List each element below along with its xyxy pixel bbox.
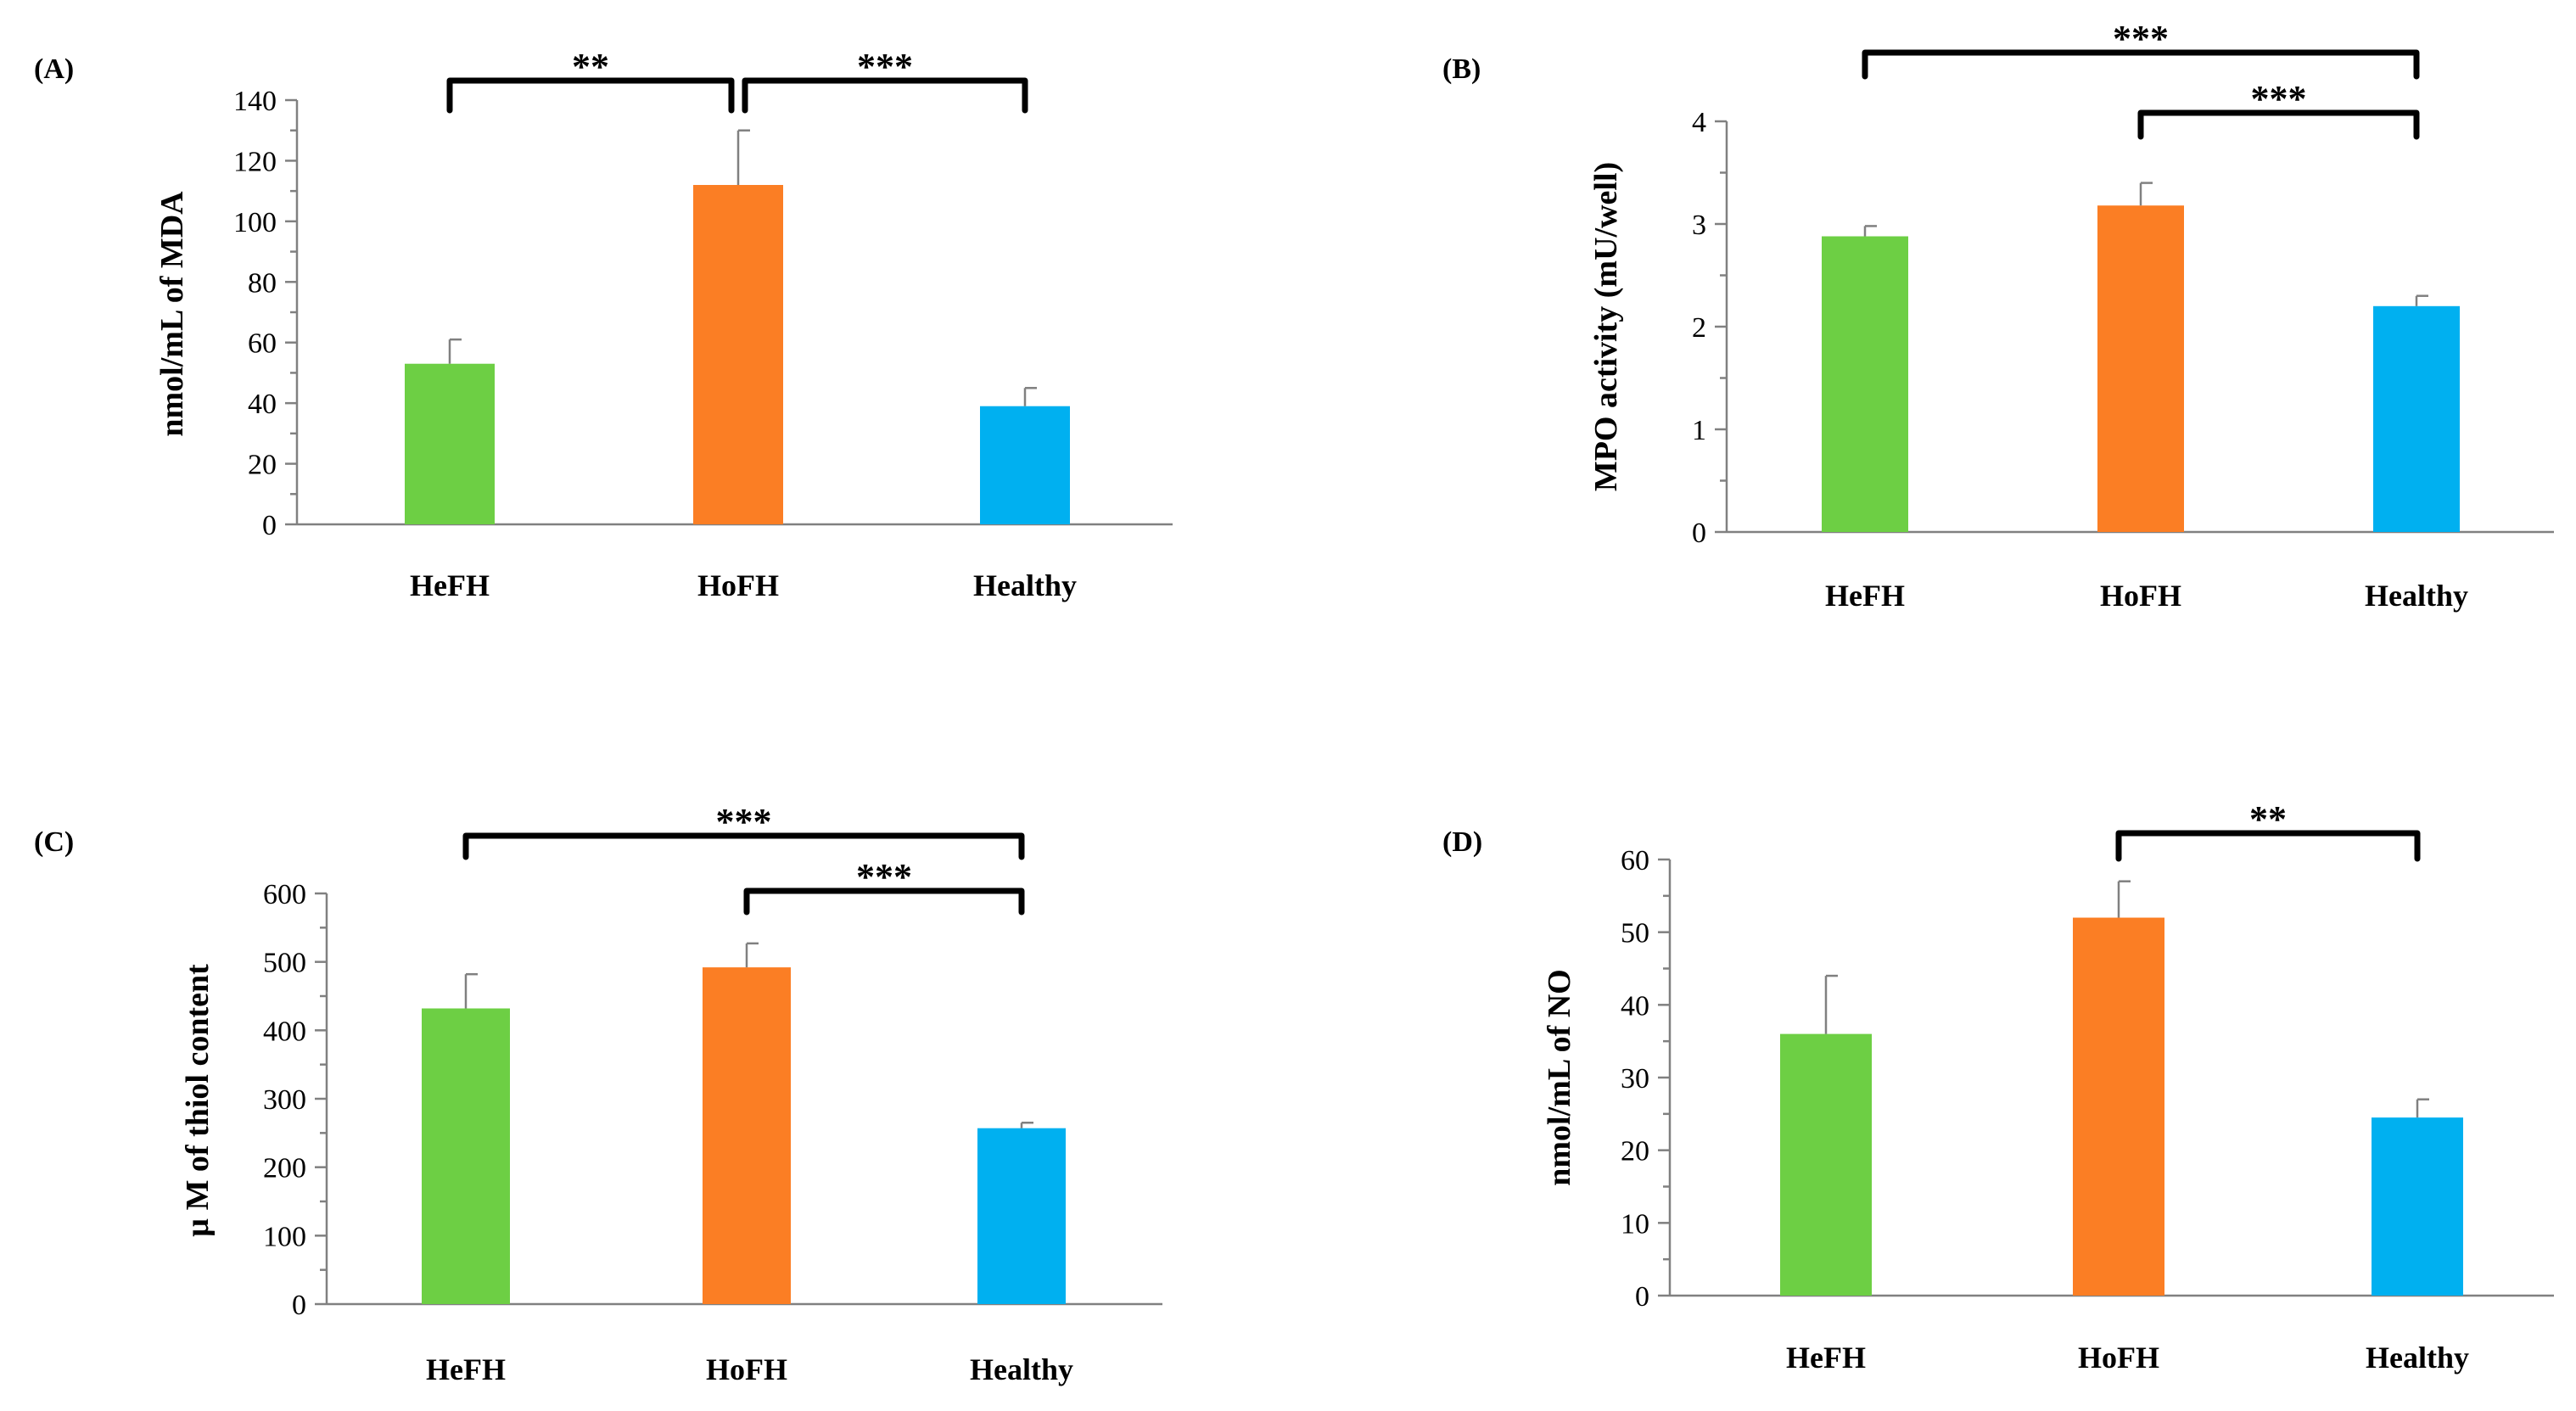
y-axis-label: µ M of thiol content	[180, 964, 216, 1237]
y-tick-label: 20	[1621, 1136, 1649, 1167]
y-tick-label: 50	[1621, 918, 1649, 949]
y-tick-label: 100	[263, 1221, 306, 1252]
y-tick-label: 80	[248, 267, 277, 299]
bar-hofh	[2097, 205, 2184, 532]
x-tick-label: HeFH	[410, 568, 490, 602]
y-tick-label: 400	[263, 1016, 306, 1047]
y-tick-label: 0	[262, 510, 277, 541]
significance-label: ***	[856, 856, 912, 898]
x-tick-label: HeFH	[426, 1352, 506, 1386]
x-tick-label: Healthy	[2365, 579, 2468, 613]
x-tick-label: HeFH	[1825, 579, 1905, 613]
significance-bracket	[742, 77, 1028, 114]
bar-hefh	[422, 1008, 510, 1304]
y-tick-label: 120	[233, 146, 277, 177]
y-tick-label: 4	[1692, 107, 1706, 138]
bar-hofh	[703, 967, 791, 1304]
x-tick-label: HoFH	[2078, 1341, 2159, 1375]
panel-c: (C) 0 100 200 300 400 500 600 µ M of thiol conte…	[34, 801, 1162, 1386]
y-tick-label: 40	[248, 389, 277, 420]
bar-hofh	[693, 185, 783, 524]
panel-b: (B) 0 1 2 3 4 MPO activity (mU/well) HeFH HoFH He…	[1442, 18, 2554, 613]
y-tick-label: 10	[1621, 1208, 1649, 1240]
y-axis-label: MPO activity (mU/well)	[1588, 162, 1624, 491]
x-tick-label: HoFH	[697, 568, 779, 602]
y-tick-label: 40	[1621, 990, 1649, 1022]
significance-label: ***	[716, 801, 772, 843]
y-tick-label: 600	[263, 879, 306, 910]
significance-bracket	[2115, 830, 2421, 862]
x-tick-label: Healthy	[973, 568, 1077, 602]
x-tick-label: HeFH	[1786, 1341, 1866, 1375]
y-tick-label: 500	[263, 948, 306, 979]
y-tick-label: 20	[248, 450, 277, 481]
y-tick-label: 100	[233, 207, 277, 238]
x-tick-label: HoFH	[2100, 579, 2181, 613]
significance-label: **	[572, 46, 609, 87]
y-tick-label: 60	[1621, 845, 1649, 876]
y-tick-label: 300	[263, 1084, 306, 1116]
bar-hefh	[1780, 1033, 1872, 1296]
y-axis-label: nmol/mL of MDA	[154, 191, 190, 437]
y-tick-label: 0	[1635, 1281, 1649, 1313]
panel-label: (B)	[1442, 53, 1481, 85]
significance-bracket	[743, 887, 1025, 915]
y-tick-label: 2	[1692, 312, 1706, 344]
y-tick-label: 1	[1692, 415, 1706, 446]
y-tick-label: 140	[233, 86, 277, 117]
y-tick-label: 3	[1692, 210, 1706, 241]
significance-bracket	[1862, 49, 2420, 80]
x-tick-label: Healthy	[2366, 1341, 2469, 1375]
significance-label: ***	[857, 46, 913, 87]
significance-label: ***	[2113, 18, 2169, 59]
significance-bracket	[446, 77, 735, 114]
panel-label: (C)	[34, 826, 74, 858]
y-tick-label: 30	[1621, 1063, 1649, 1095]
bar-healthy	[980, 406, 1070, 524]
bar-healthy	[2372, 1117, 2463, 1296]
bar-hefh	[1822, 236, 1908, 532]
bar-hefh	[405, 363, 495, 524]
significance-bracket	[462, 832, 1025, 860]
significance-bracket	[2137, 109, 2420, 140]
panel-label: (A)	[34, 53, 74, 85]
bar-hofh	[2073, 917, 2164, 1296]
y-axis-label: nmol/mL of NO	[1542, 969, 1577, 1185]
y-tick-label: 200	[263, 1153, 306, 1184]
panel-label: (D)	[1442, 826, 1482, 858]
x-tick-label: Healthy	[970, 1352, 1073, 1386]
panel-d: (D) 0 10 20 30 40 50 60 nmol/mL of NO HeFH HoFH Hea…	[1442, 798, 2554, 1375]
panel-a: (A) 0 20 40 60 80 100 120 140 nmol/mL of MDA HeFH H…	[34, 46, 1173, 602]
bar-healthy	[2373, 305, 2460, 532]
y-tick-label: 0	[292, 1290, 306, 1321]
x-tick-label: HoFH	[706, 1352, 787, 1386]
bar-healthy	[977, 1128, 1066, 1304]
significance-label: ***	[2251, 78, 2307, 120]
significance-label: **	[2249, 798, 2287, 840]
y-tick-label: 60	[248, 328, 277, 360]
y-tick-label: 0	[1692, 518, 1706, 549]
